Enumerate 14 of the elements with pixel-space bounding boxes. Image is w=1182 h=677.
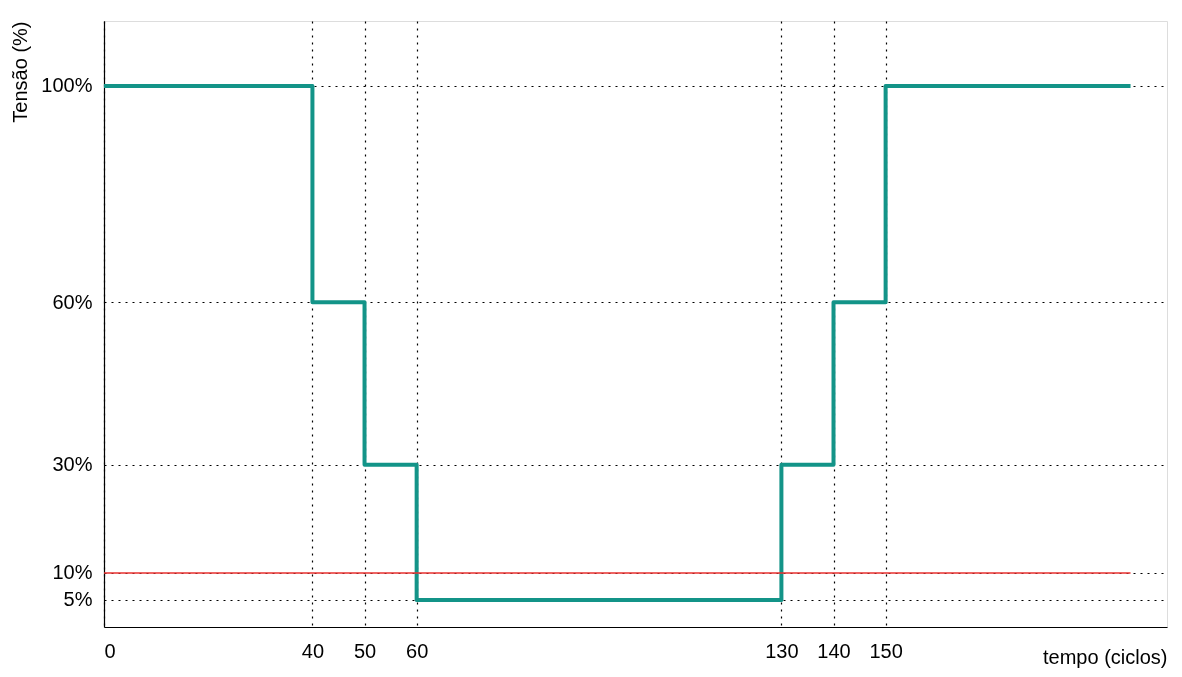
x-tick-label: 50 [353,639,377,662]
x-tick-label: 0 [104,639,116,662]
x-tick-label: 60 [406,639,429,662]
y-tick-label: 30% [52,453,93,476]
x-tick-label: 150 [869,639,903,662]
y-tick-label: 5% [63,588,93,611]
x-axis-title: tempo (ciclos) [1043,645,1168,668]
y-tick-label: 10% [52,561,93,584]
y-axis-title: Tensão (%) [9,21,32,123]
x-tick-label: 130 [765,639,799,662]
x-tick-label: 40 [301,639,325,662]
y-tick-label: 60% [52,290,93,313]
x-tick-label: 140 [817,639,851,662]
y-tick-label: 100% [41,74,93,97]
